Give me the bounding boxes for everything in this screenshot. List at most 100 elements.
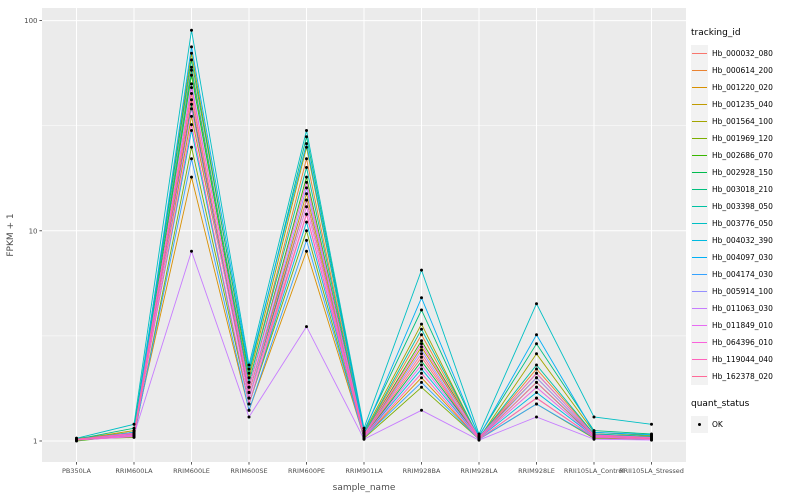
data-point: [190, 73, 193, 77]
legend-key-line: [691, 79, 708, 96]
data-point: [420, 327, 423, 331]
legend-item: Hb_162378_020: [691, 368, 799, 385]
legend-item-label: Hb_162378_020: [712, 372, 773, 381]
legend-item-label: OK: [712, 420, 723, 429]
x-tick-label: RRIM928LE: [518, 467, 555, 475]
legend-item-label: Hb_005914_100: [712, 287, 773, 296]
data-point: [420, 380, 423, 384]
legend-key-line: [691, 113, 708, 130]
data-point: [420, 339, 423, 343]
data-point: [535, 371, 538, 375]
legend-item: Hb_002928_150: [691, 164, 799, 181]
data-point: [535, 333, 538, 337]
x-tick-label: PB350LA: [62, 467, 92, 475]
legend-key-line: [691, 283, 708, 300]
data-point: [247, 376, 251, 380]
data-point: [305, 249, 308, 253]
legend-key-line: [691, 164, 708, 181]
data-point: [420, 348, 423, 352]
data-point: [305, 229, 308, 233]
data-point: [190, 98, 193, 102]
data-point: [247, 371, 251, 375]
data-point: [305, 186, 308, 190]
data-point: [535, 352, 538, 356]
legend-item-label: Hb_001564_100: [712, 117, 773, 126]
legend-item: Hb_011849_010: [691, 317, 799, 334]
data-point: [535, 385, 538, 389]
data-point: [190, 129, 193, 132]
data-point: [650, 436, 653, 440]
data-point: [535, 396, 538, 400]
legend-item-label: Hb_002928_150: [712, 168, 773, 177]
legend-item: Hb_001564_100: [691, 113, 799, 130]
data-point: [305, 325, 308, 329]
data-point: [305, 220, 308, 224]
data-point: [420, 359, 423, 363]
x-tick-label: RRIM600SE: [230, 467, 267, 475]
data-point: [190, 114, 193, 118]
legend-item-label: Hb_000614_200: [712, 66, 773, 75]
data-point: [420, 322, 423, 326]
data-point: [305, 192, 308, 196]
legend-item: Hb_003398_050: [691, 198, 799, 215]
data-point: [132, 432, 136, 436]
data-point: [535, 363, 538, 367]
legend-key-line: [691, 266, 708, 283]
legend-key-point: [691, 416, 708, 433]
legend-key-line: [691, 96, 708, 113]
data-point: [420, 345, 423, 349]
data-point: [420, 376, 423, 380]
data-point: [420, 342, 423, 346]
legend-key-line: [691, 232, 708, 249]
legend-item: Hb_003018_210: [691, 181, 799, 198]
y-tick-label: 1: [33, 437, 37, 445]
legend-item: Hb_004174_030: [691, 266, 799, 283]
data-point: [190, 28, 193, 32]
legend-item-label: Hb_064396_010: [712, 338, 773, 347]
legend-item-label: Hb_003776_050: [712, 219, 773, 228]
data-point: [535, 402, 538, 406]
data-point: [420, 296, 423, 300]
legend-key-line: [691, 147, 708, 164]
legend-item-label: Hb_004032_390: [712, 236, 773, 245]
data-point: [132, 422, 136, 426]
y-tick-label: 100: [24, 17, 37, 25]
legend-key-line: [691, 181, 708, 198]
data-point: [305, 198, 308, 202]
data-point: [132, 426, 136, 430]
legend-item: Hb_001220_020: [691, 79, 799, 96]
legend-title-quant-status: quant_status: [691, 399, 750, 409]
data-point: [420, 352, 423, 356]
data-point: [650, 422, 653, 426]
data-point: [362, 426, 366, 430]
data-point: [247, 396, 251, 400]
data-point: [535, 415, 538, 419]
x-tick-label: RRIM928LA: [460, 467, 498, 475]
legend-item-label: Hb_011063_030: [712, 304, 773, 313]
legend-item-label: Hb_003018_210: [712, 185, 773, 194]
data-point: [247, 408, 251, 412]
data-point: [305, 142, 308, 146]
data-point: [592, 434, 596, 438]
data-point: [650, 433, 653, 437]
data-point: [247, 380, 251, 384]
data-point: [305, 135, 308, 139]
legend-item-label: Hb_119044_040: [712, 355, 773, 364]
data-point: [75, 437, 78, 441]
data-point: [420, 308, 423, 312]
data-point: [305, 175, 308, 179]
data-point: [190, 45, 193, 49]
data-point: [190, 68, 193, 72]
data-point: [190, 102, 193, 106]
legend-item: Hb_000614_200: [691, 62, 799, 79]
data-point: [190, 145, 193, 149]
y-axis-title: FPKM + 1: [6, 213, 16, 256]
data-point: [247, 363, 251, 367]
data-point: [190, 249, 193, 253]
data-point: [535, 380, 538, 384]
legend-item: Hb_119044_040: [691, 351, 799, 368]
legend-item: Hb_011063_030: [691, 300, 799, 317]
legend-item-label: Hb_001220_020: [712, 83, 773, 92]
data-point: [190, 107, 193, 111]
